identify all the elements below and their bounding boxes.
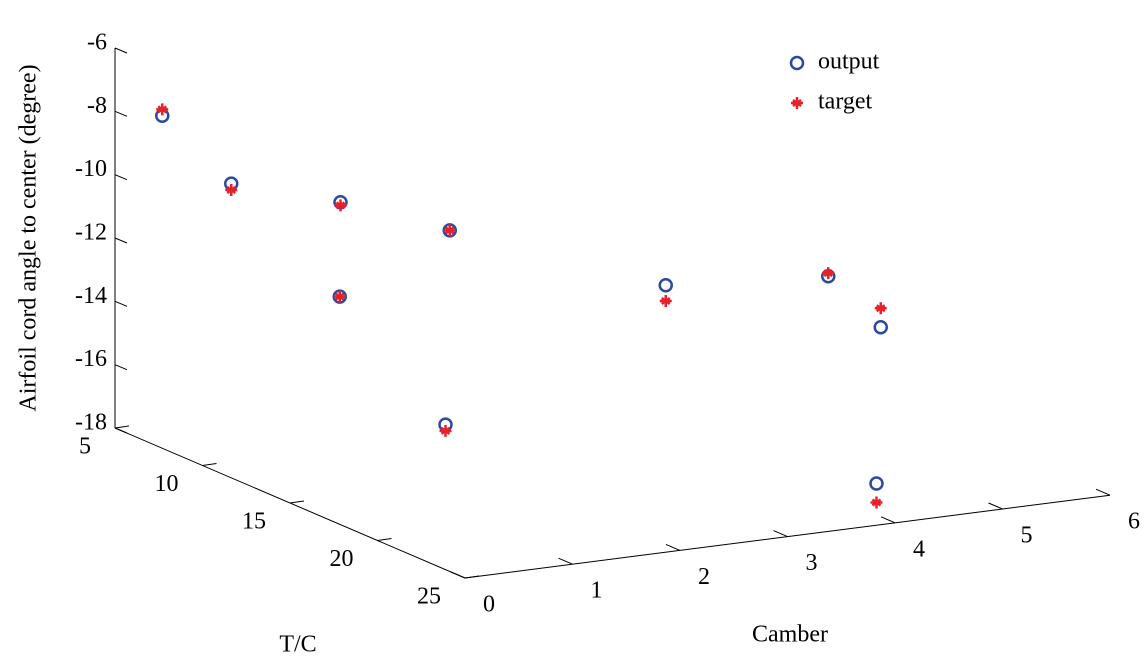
- y-tick-label: 15: [242, 509, 266, 535]
- x-tick: [450, 571, 466, 579]
- x-tick: [1095, 488, 1111, 496]
- point: [333, 290, 346, 303]
- point: [873, 320, 888, 335]
- z-tick-label: -12: [75, 220, 107, 246]
- legend-label: output: [818, 49, 880, 75]
- point: [659, 295, 672, 308]
- x-tick-label: 2: [698, 564, 710, 590]
- z-tick-label: -10: [75, 156, 107, 182]
- x-tick-label: 4: [913, 536, 925, 562]
- z-tick: [114, 110, 128, 117]
- y-tick-label: 25: [417, 584, 441, 610]
- y-tick: [289, 500, 305, 504]
- x-tick: [665, 543, 681, 551]
- y-tick: [377, 538, 392, 541]
- y-tick: [202, 463, 217, 466]
- z-tick: [114, 237, 128, 244]
- x-axis-label: Camber: [752, 622, 828, 648]
- z-tick-label: -18: [75, 410, 107, 436]
- legend-label: target: [818, 89, 873, 115]
- x-tick: [988, 502, 1003, 510]
- x-tick-label: 1: [591, 578, 603, 604]
- legend-marker: [789, 55, 805, 71]
- z-tick: [114, 47, 128, 54]
- y-tick-label: 20: [330, 546, 354, 572]
- y-tick: [114, 425, 130, 429]
- z-tick-label: -6: [87, 30, 107, 56]
- z-axis-label: Airfoil cord angle to center (degree): [16, 64, 42, 411]
- x-tick: [773, 530, 788, 538]
- x-tick-label: 3: [806, 550, 818, 576]
- z-tick-label: -8: [87, 93, 107, 119]
- y-tick-label: 5: [79, 434, 91, 460]
- x-tick-label: 5: [1021, 523, 1033, 549]
- point: [443, 224, 456, 237]
- y-axis-label: T/C: [279, 632, 316, 658]
- x-tick-label: 6: [1128, 509, 1140, 535]
- legend-marker: [791, 97, 803, 109]
- x-tick-label: 0: [483, 592, 495, 618]
- y-tick-label: 10: [155, 471, 179, 497]
- point: [225, 183, 238, 196]
- x-tick: [558, 557, 573, 565]
- z-tick: [114, 364, 128, 371]
- z-tick: [114, 174, 128, 181]
- y-tick: [464, 575, 480, 579]
- z-tick: [114, 300, 128, 307]
- point: [658, 277, 673, 293]
- point: [869, 476, 884, 491]
- z-tick-label: -16: [75, 346, 107, 372]
- z-tick-label: -14: [75, 283, 107, 309]
- point: [822, 267, 835, 280]
- point: [334, 199, 347, 212]
- z-tick: [114, 427, 128, 434]
- point: [439, 424, 452, 437]
- point: [156, 103, 169, 116]
- point: [874, 302, 887, 315]
- point: [870, 496, 883, 509]
- x-tick: [880, 516, 896, 524]
